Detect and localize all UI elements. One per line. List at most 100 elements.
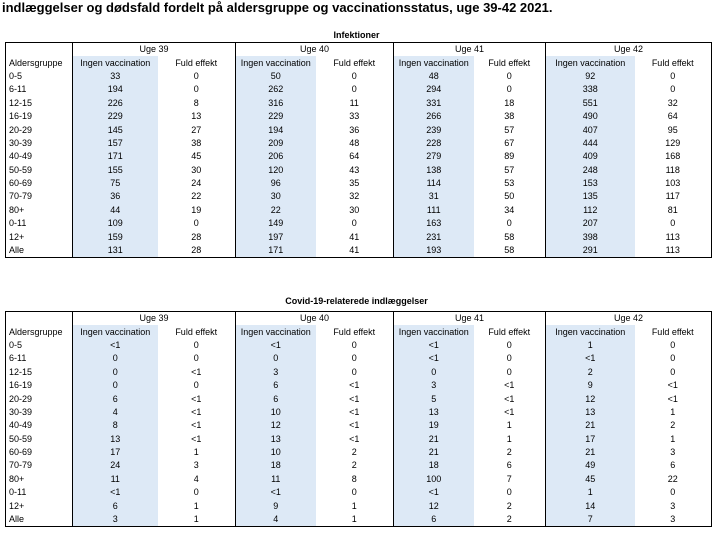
age-group-cell: 50-59 (5, 163, 73, 177)
full-effect-cell: <1 (157, 432, 236, 446)
no-vaccination-cell: 9 (235, 499, 316, 513)
full-effect-cell: 19 (157, 203, 236, 218)
full-effect-cell: 28 (157, 230, 236, 244)
section-title-hospitalizations: Covid-19-relaterede indlæggelser (285, 296, 428, 306)
full-effect-cell: 18 (473, 96, 546, 110)
full-effect-cell: <1 (315, 432, 394, 446)
full-effect-cell: 0 (157, 486, 236, 500)
no-vaccination-cell: <1 (393, 486, 474, 500)
week-header: Uge 40 (235, 42, 394, 57)
full-effect-cell: <1 (473, 378, 546, 393)
full-effect-cell: 117 (634, 190, 712, 204)
full-effect-cell: 1 (157, 512, 236, 528)
no-vaccination-cell: 12 (393, 499, 474, 513)
full-effect-cell: <1 (315, 392, 394, 406)
full-effect-cell: 58 (473, 243, 546, 259)
no-vaccination-cell: 120 (235, 163, 316, 177)
full-effect-cell: 1 (157, 445, 236, 460)
no-vaccination-cell: 153 (545, 176, 635, 191)
week-header: Uge 39 (72, 42, 236, 57)
no-vaccination-cell: 3 (72, 512, 158, 528)
age-group-cell: 80+ (5, 472, 73, 487)
no-vaccination-cell: 7 (545, 512, 635, 528)
no-vaccination-cell: 100 (393, 472, 474, 487)
full-effect-cell: 45 (157, 150, 236, 164)
age-group-cell: 20-29 (5, 392, 73, 406)
no-vaccination-cell: 194 (72, 83, 158, 97)
table-row: 16-19 229 13 229 33 266 38 490 64 (5, 109, 712, 124)
full-effect-header: Fuld effekt (157, 56, 236, 70)
no-vaccination-cell: 10 (235, 405, 316, 420)
full-effect-header: Fuld effekt (157, 325, 236, 339)
table-row: 12-15 226 8 316 11 331 18 551 32 (5, 96, 712, 110)
no-vaccination-header: Ingen vaccination (72, 56, 158, 70)
full-effect-header: Fuld effekt (315, 56, 394, 70)
full-effect-cell: 0 (634, 69, 712, 84)
full-effect-cell: 1 (157, 499, 236, 513)
no-vaccination-cell: 0 (72, 365, 158, 379)
full-effect-cell: 53 (473, 176, 546, 191)
no-vaccination-cell: 262 (235, 83, 316, 97)
full-effect-cell: 24 (157, 176, 236, 191)
full-effect-cell: 1 (634, 405, 712, 420)
full-effect-cell: 168 (634, 150, 712, 164)
no-vaccination-cell: <1 (393, 338, 474, 353)
age-group-cell: 60-69 (5, 445, 73, 460)
no-vaccination-cell: 248 (545, 163, 635, 177)
week-header-row: Uge 39 Uge 40 Uge 41 Uge 42 (5, 311, 712, 326)
table-row: 20-29 145 27 194 36 239 57 407 95 (5, 123, 712, 137)
no-vaccination-cell: 6 (235, 378, 316, 393)
full-effect-cell: 0 (634, 83, 712, 97)
full-effect-cell: 3 (634, 445, 712, 460)
no-vaccination-cell: 13 (72, 432, 158, 446)
no-vaccination-cell: 9 (545, 378, 635, 393)
age-group-cell: 12-15 (5, 365, 73, 379)
full-effect-cell: 0 (157, 217, 236, 231)
full-effect-cell: <1 (315, 378, 394, 393)
no-vaccination-cell: <1 (393, 352, 474, 366)
full-effect-cell: 0 (157, 378, 236, 393)
no-vaccination-cell: 407 (545, 123, 635, 137)
full-effect-cell: 1 (473, 432, 546, 446)
full-effect-cell: 0 (315, 69, 394, 84)
age-group-cell: Alle (5, 512, 73, 528)
no-vaccination-cell: 33 (72, 69, 158, 84)
full-effect-cell: 81 (634, 203, 712, 218)
no-vaccination-cell: 4 (235, 512, 316, 528)
full-effect-cell: 8 (315, 472, 394, 487)
week-header: Uge 39 (72, 311, 236, 326)
full-effect-cell: 3 (634, 499, 712, 513)
full-effect-cell: 28 (157, 243, 236, 259)
age-group-cell: 16-19 (5, 109, 73, 124)
no-vaccination-cell: 24 (72, 459, 158, 473)
no-vaccination-cell: 2 (545, 365, 635, 379)
column-header-row: Aldersgruppe Ingen vaccination Fuld effekt… (5, 325, 712, 339)
table-row: 0-11 <1 0 <1 0 <1 0 1 0 (5, 486, 712, 500)
full-effect-cell: 38 (157, 136, 236, 151)
table-row: 80+ 44 19 22 30 111 34 112 81 (5, 203, 712, 218)
full-effect-cell: 0 (634, 486, 712, 500)
no-vaccination-cell: 157 (72, 136, 158, 151)
no-vaccination-cell: 49 (545, 459, 635, 473)
no-vaccination-cell: 291 (545, 243, 635, 259)
no-vaccination-cell: 171 (72, 150, 158, 164)
age-group-cell: 30-39 (5, 405, 73, 420)
no-vaccination-header: Ingen vaccination (545, 325, 635, 339)
no-vaccination-cell: 112 (545, 203, 635, 218)
full-effect-cell: 129 (634, 136, 712, 151)
no-vaccination-cell: 0 (235, 352, 316, 366)
full-effect-header: Fuld effekt (634, 56, 712, 70)
no-vaccination-cell: 197 (235, 230, 316, 244)
no-vaccination-header: Ingen vaccination (72, 325, 158, 339)
no-vaccination-cell: <1 (235, 486, 316, 500)
full-effect-cell: 35 (315, 176, 394, 191)
week-header: Uge 40 (235, 311, 394, 326)
full-effect-cell: 1 (315, 512, 394, 528)
full-effect-cell: 41 (315, 243, 394, 259)
no-vaccination-cell: <1 (235, 338, 316, 353)
no-vaccination-cell: 231 (393, 230, 474, 244)
full-effect-cell: 0 (634, 338, 712, 353)
no-vaccination-cell: 145 (72, 123, 158, 137)
no-vaccination-cell: 229 (235, 109, 316, 124)
no-vaccination-cell: 11 (72, 472, 158, 487)
